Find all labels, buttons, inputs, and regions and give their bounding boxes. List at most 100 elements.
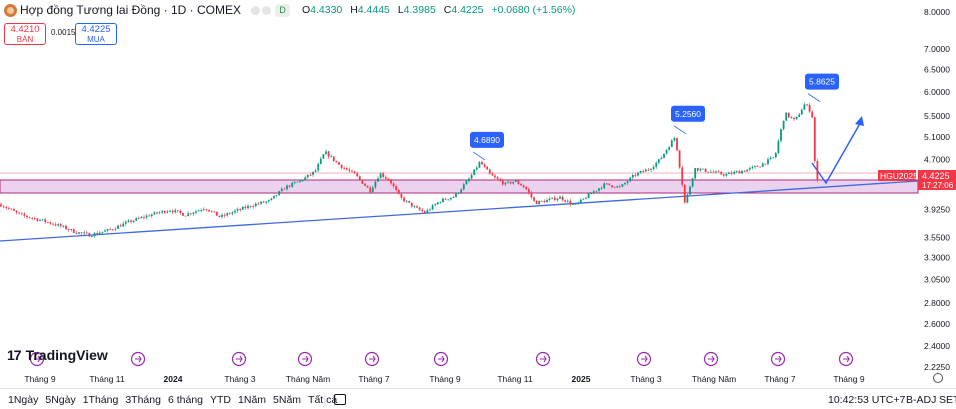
settlement-button[interactable]: SET xyxy=(939,394,956,406)
event-marker-icon[interactable] xyxy=(703,351,719,367)
range-button[interactable]: 6 tháng xyxy=(167,394,204,406)
candle-body xyxy=(561,196,564,201)
candle-body xyxy=(566,200,569,202)
clock-time[interactable]: 10:42:53 UTC+7 xyxy=(828,394,906,406)
candle-body xyxy=(325,151,327,155)
candle-body xyxy=(236,209,239,211)
peak-label-box[interactable] xyxy=(805,73,839,90)
candle-body xyxy=(785,112,788,121)
range-button[interactable]: 1Ngày xyxy=(8,394,39,406)
price-axis-label: 3.0500 xyxy=(924,275,950,285)
price-axis-label: 2.4000 xyxy=(924,341,950,351)
event-marker-icon[interactable] xyxy=(130,351,146,367)
candle-body xyxy=(764,163,767,165)
candle-body xyxy=(787,112,790,118)
projection-arrow[interactable] xyxy=(811,119,863,185)
time-axis-label: Tháng 11 xyxy=(89,374,125,384)
candle-body xyxy=(301,180,304,181)
sell-price: 4.4210 xyxy=(10,24,40,35)
price-chart[interactable]: 4.6890 5.2560 5.8625 8.0000 7.0000 6.5000 6.0… xyxy=(0,0,956,388)
candle-body xyxy=(374,181,377,188)
price-axis-label: 5.5000 xyxy=(924,111,950,121)
event-marker-icon[interactable] xyxy=(231,351,247,367)
candle-body xyxy=(808,105,811,112)
event-marker-icon[interactable] xyxy=(297,351,313,367)
candle-body xyxy=(468,178,470,181)
candle-body xyxy=(319,158,322,164)
candle-body xyxy=(717,171,720,173)
adjustment-button[interactable]: B-ADJ xyxy=(906,394,937,406)
candle-body xyxy=(62,225,65,227)
delay-badge[interactable]: D xyxy=(274,3,290,17)
candle-body xyxy=(371,187,374,193)
buy-button[interactable]: 4.4225 MUA xyxy=(75,23,117,45)
tradingview-logo[interactable]: 17 TradingView xyxy=(7,347,108,363)
peak-label-box[interactable] xyxy=(671,105,705,122)
candle-body xyxy=(179,210,182,214)
candle-body xyxy=(444,198,447,200)
candle-body xyxy=(5,207,8,209)
event-marker-icon[interactable] xyxy=(29,351,45,367)
candle-body xyxy=(709,171,712,173)
peak-pointer xyxy=(673,125,687,135)
candle-body xyxy=(699,169,702,171)
candle-body xyxy=(143,216,145,218)
event-marker-icon[interactable] xyxy=(838,351,854,367)
event-marker-icon[interactable] xyxy=(535,351,551,367)
candle-body xyxy=(618,186,621,188)
candle-body xyxy=(41,219,44,221)
symbol-title[interactable]: Hợp đồng Tương lai Đồng · 1D · COMEX xyxy=(20,3,241,17)
candle-body xyxy=(418,207,421,210)
candle-body xyxy=(93,233,96,237)
settings-gear-icon[interactable] xyxy=(933,373,943,383)
sell-button[interactable]: 4.4210 BÁN xyxy=(4,23,46,45)
range-button[interactable]: Tất cả xyxy=(308,394,338,406)
event-marker-icon[interactable] xyxy=(433,351,449,367)
candle-body xyxy=(527,189,530,193)
candle-body xyxy=(642,171,645,172)
calendar-icon[interactable] xyxy=(334,394,346,405)
candle-body xyxy=(83,232,86,234)
price-axis-label: 6.5000 xyxy=(924,65,950,75)
candle-body xyxy=(195,211,197,213)
time-axis-label: Tháng 3 xyxy=(224,374,255,384)
price-axis-label: 2.2250 xyxy=(924,362,950,372)
candles-group xyxy=(0,102,819,238)
candle-body xyxy=(488,169,491,174)
candle-body xyxy=(101,231,104,233)
candle-body xyxy=(106,228,109,231)
time-axis[interactable]: Tháng 9 Tháng 11 2024 Tháng 3 Tháng Năm Tháng… xyxy=(24,351,865,385)
candle-body xyxy=(280,188,283,192)
bottom-toolbar: 1Ngày 5Ngày 1Tháng 3Tháng 6 tháng YTD 1Năm 5Năm… xyxy=(0,388,956,409)
trendline[interactable] xyxy=(0,180,919,242)
candle-body xyxy=(410,202,413,207)
range-button[interactable]: 5Ngày xyxy=(45,394,76,406)
range-button[interactable]: 5Năm xyxy=(273,394,302,406)
candle-body xyxy=(7,208,10,209)
price-axis[interactable]: 8.0000 7.0000 6.5000 6.0000 5.5000 5.1000 4.70… xyxy=(924,7,950,372)
candle-body xyxy=(228,213,231,215)
range-button[interactable]: 1Năm xyxy=(238,394,267,406)
event-marker-icon[interactable] xyxy=(364,351,380,367)
peak-label-box[interactable] xyxy=(470,131,504,148)
range-button[interactable]: 1Tháng xyxy=(82,394,119,406)
event-marker-icon[interactable] xyxy=(770,351,786,367)
time-axis-label: Tháng 9 xyxy=(24,374,55,384)
peak-label: 5.2560 xyxy=(675,109,701,119)
tradingview-mark-icon: 17 xyxy=(7,347,22,363)
candle-body xyxy=(413,206,416,208)
range-button[interactable]: 3Tháng xyxy=(125,394,161,406)
candle-body xyxy=(475,167,478,170)
candle-body xyxy=(624,182,626,185)
event-arrow-icon xyxy=(775,355,782,363)
range-button[interactable]: YTD xyxy=(210,394,232,406)
candle-body xyxy=(70,229,73,230)
candle-body xyxy=(670,140,673,148)
candle-body xyxy=(673,137,676,141)
candle-body xyxy=(403,197,405,202)
event-marker-icon[interactable] xyxy=(636,351,652,367)
candle-body xyxy=(122,223,125,227)
candle-body xyxy=(361,179,364,184)
support-zone[interactable] xyxy=(0,179,919,194)
candle-body xyxy=(525,186,528,190)
